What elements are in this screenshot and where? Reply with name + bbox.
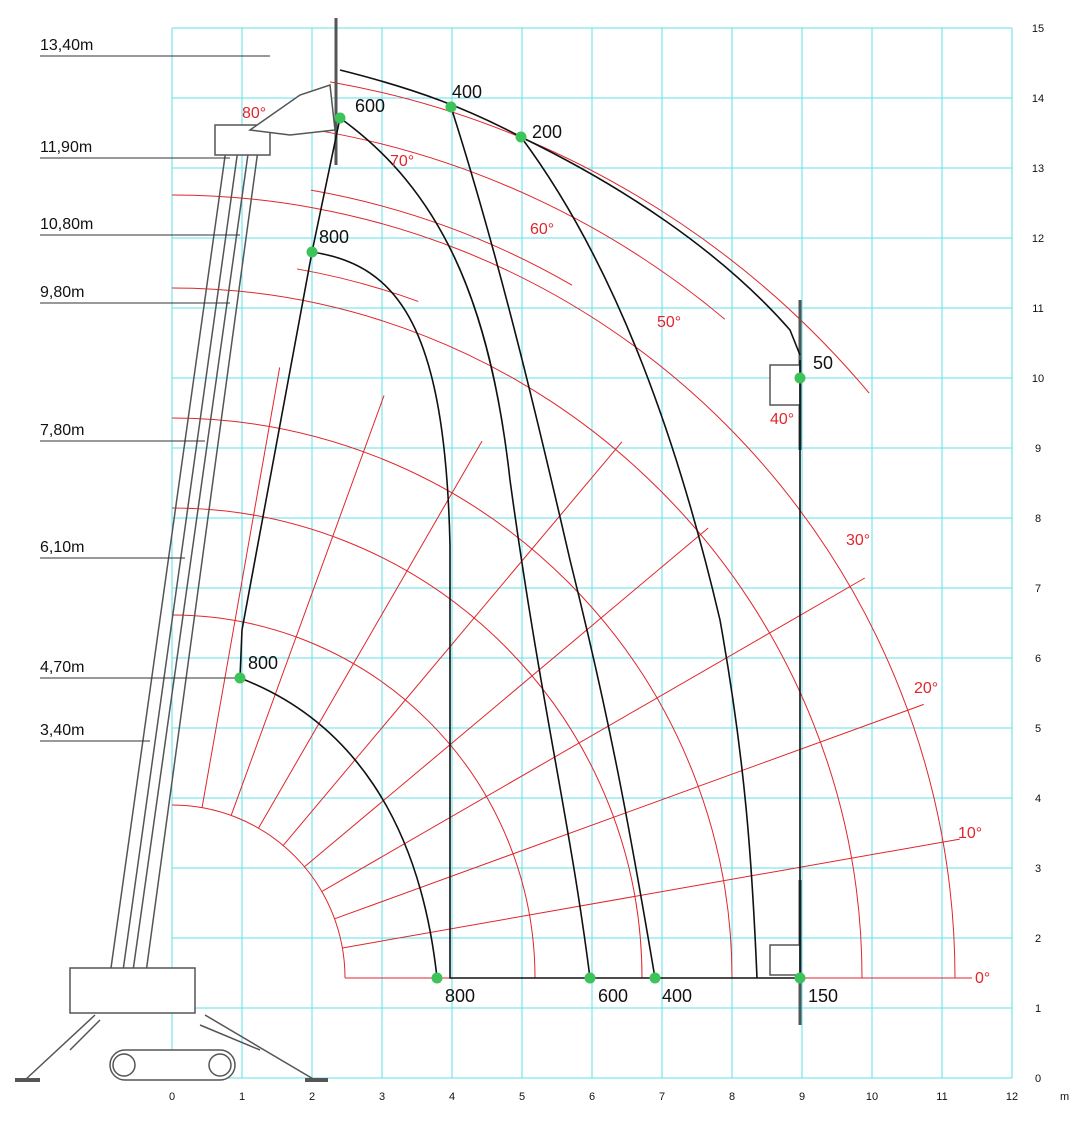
radial-line (304, 527, 709, 868)
height-label: 4,70m (40, 659, 84, 676)
load-point (584, 972, 596, 984)
height-label: 11,90m (40, 139, 92, 156)
load-label: 200 (532, 122, 562, 142)
labels: 13,40m 11,90m 10,80m 9,80m 7,80m 6,10m 4,70m 3,… (40, 37, 990, 1006)
radius-arc (171, 194, 956, 979)
load-point (431, 972, 443, 984)
load-point (234, 672, 246, 684)
radius-arc (171, 804, 346, 979)
height-label: 13,40m (40, 37, 93, 54)
angle-label: 70° (390, 153, 414, 170)
x-unit: m (1060, 1091, 1069, 1103)
angle-label: 50° (657, 314, 681, 331)
height-label: 10,80m (40, 216, 93, 233)
load-label: 150 (808, 986, 838, 1006)
angle-label: 80° (242, 105, 266, 122)
y-tick-label: 3 (1035, 863, 1041, 875)
x-tick-label: 10 (866, 1091, 878, 1103)
y-tick-label: 0 (1035, 1073, 1041, 1085)
y-tick-label: 2 (1035, 933, 1041, 945)
radius-arc (171, 614, 536, 979)
load-label: 600 (355, 96, 385, 116)
y-tick-label: 4 (1035, 793, 1041, 805)
load-label: 400 (452, 82, 482, 102)
radius-arc (321, 130, 726, 320)
y-tick-label: 5 (1035, 723, 1041, 735)
height-label: 9,80m (40, 284, 84, 301)
load-point (334, 112, 346, 124)
load-point (445, 101, 457, 113)
y-tick-label: 1 (1035, 1003, 1041, 1015)
angle-label: 20° (914, 680, 938, 697)
y-tick-label: 8 (1035, 513, 1041, 525)
load-label: 400 (662, 986, 692, 1006)
radius-arc (171, 507, 643, 979)
height-label: 7,80m (40, 422, 84, 439)
load-label: 800 (319, 227, 349, 247)
angle-label: 40° (770, 411, 794, 428)
height-label: 3,40m (40, 722, 84, 739)
radial-line (321, 577, 866, 892)
y-tick-label: 13 (1032, 163, 1044, 175)
x-tick-label: 4 (449, 1091, 455, 1103)
x-tick-label: 12 (1006, 1091, 1018, 1103)
radius-arc (296, 268, 419, 302)
radial-line (230, 395, 385, 816)
y-tick-label: 7 (1035, 583, 1041, 595)
y-tick-label: 11 (1032, 303, 1043, 315)
x-tick-label: 5 (519, 1091, 525, 1103)
crane-drawing (15, 18, 802, 1082)
radial-line (334, 703, 924, 920)
x-tick-label: 7 (659, 1091, 665, 1103)
radial-line (342, 838, 960, 949)
radius-arc (171, 417, 733, 979)
load-label: 50 (813, 353, 833, 373)
radius-arc (310, 189, 573, 286)
load-label: 800 (445, 986, 475, 1006)
angle-label: 10° (958, 825, 982, 842)
radius-arcs (171, 81, 972, 979)
y-tick-label: 9 (1035, 443, 1041, 455)
angle-label: 60° (530, 221, 554, 238)
load-point (515, 131, 527, 143)
x-tick-label: 6 (589, 1091, 595, 1103)
y-tick-label: 15 (1032, 23, 1044, 35)
x-tick-label: 0 (169, 1091, 175, 1103)
x-tick-label: 9 (799, 1091, 805, 1103)
x-tick-label: 11 (936, 1091, 947, 1103)
radial-line (201, 367, 281, 808)
radius-arc (171, 287, 863, 979)
y-tick-label: 6 (1035, 653, 1041, 665)
load-label: 800 (248, 653, 278, 673)
load-point (794, 372, 806, 384)
y-tick-label: 10 (1032, 373, 1044, 385)
angle-label: 30° (846, 532, 870, 549)
y-tick-label: 12 (1032, 233, 1044, 245)
radius-arc (329, 81, 870, 394)
load-point (794, 972, 806, 984)
angle-label: 0° (975, 970, 990, 987)
load-point (649, 972, 661, 984)
radial-line (282, 441, 623, 846)
x-tick-label: 1 (239, 1091, 245, 1103)
load-point (306, 246, 318, 258)
x-tick-label: 8 (729, 1091, 735, 1103)
x-tick-label: 3 (379, 1091, 385, 1103)
height-label: 6,10m (40, 539, 84, 556)
y-tick-label: 14 (1032, 93, 1044, 105)
radial-line (258, 440, 483, 829)
load-label: 600 (598, 986, 628, 1006)
x-tick-label: 2 (309, 1091, 315, 1103)
load-curves (239, 69, 801, 979)
